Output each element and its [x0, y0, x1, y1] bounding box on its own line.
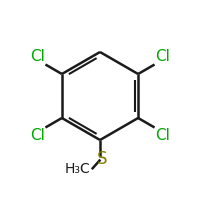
Text: Cl: Cl: [155, 49, 170, 64]
Text: Cl: Cl: [30, 49, 45, 64]
Text: Cl: Cl: [155, 128, 170, 143]
Text: H₃C: H₃C: [65, 162, 91, 176]
Text: S: S: [97, 150, 108, 168]
Text: Cl: Cl: [30, 128, 45, 143]
